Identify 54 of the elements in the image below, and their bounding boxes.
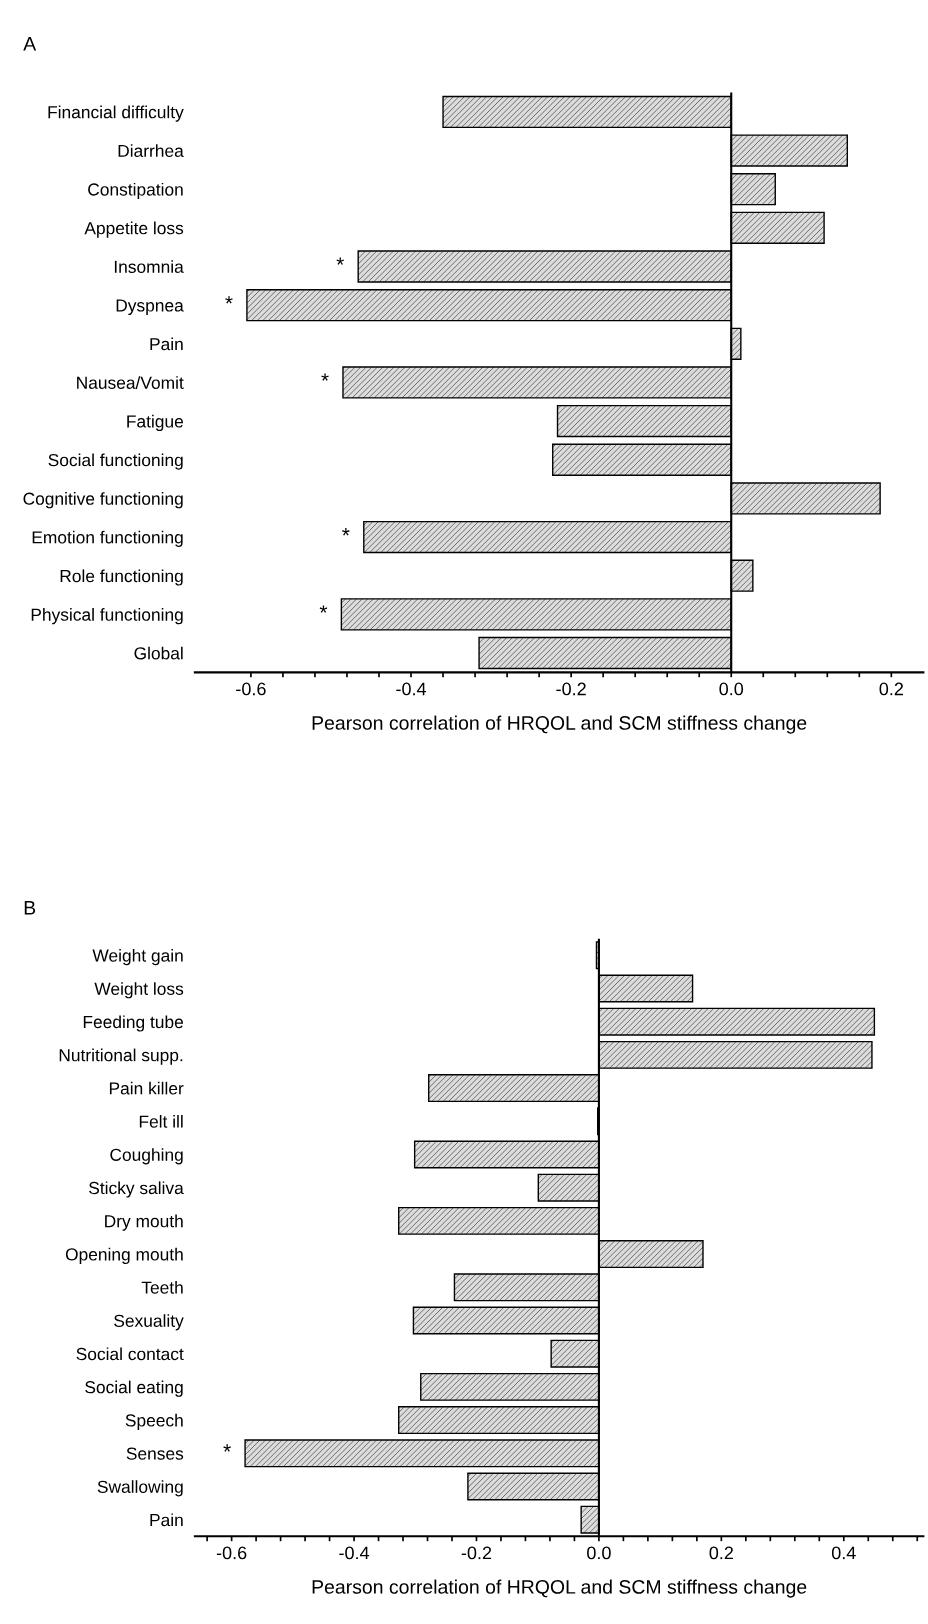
x-tick-label: 0.2: [879, 682, 903, 696]
y-tick-label: Weight gain: [92, 948, 183, 966]
y-tick-label: Financial difficulty: [48, 105, 184, 122]
y-tick-label: Opening mouth: [65, 1247, 183, 1264]
text: B: [24, 901, 36, 915]
y-tick-label: Feeding tube: [83, 1015, 184, 1032]
y-tick-label: Social contact: [76, 1347, 184, 1361]
y-tick-label: Speech: [125, 1413, 183, 1430]
y-tick-label: Insomnia: [114, 260, 184, 273]
y-tick-label: Cognitive functioning: [23, 492, 183, 509]
x-tick-label: -0.2: [556, 682, 586, 696]
y-tick-label: Pain killer: [109, 1081, 184, 1095]
annotation: *: [336, 257, 344, 265]
y-tick-label: Nutritional supp.: [59, 1048, 183, 1065]
y-tick-label: Felt ill: [139, 1114, 183, 1128]
y-tick-label: Physical functioning: [31, 608, 183, 625]
x-tick-label: 0.0: [587, 1546, 611, 1560]
y-tick-label: Emotion functioning: [32, 530, 183, 547]
y-tick-label: Global: [134, 646, 183, 660]
x-tick-label: 0.2: [709, 1546, 733, 1560]
y-tick-label: Dry mouth: [105, 1214, 183, 1231]
y-tick-label: Social eating: [85, 1380, 183, 1397]
annotation: *: [321, 373, 329, 381]
x-tick-label: -0.2: [461, 1546, 492, 1560]
y-tick-label: Swallowing: [97, 1480, 183, 1497]
x-tick-label: -0.6: [216, 1546, 247, 1560]
y-tick-label: Social functioning: [48, 453, 183, 470]
y-tick-label: Senses: [126, 1447, 184, 1460]
x-tick-label: -0.4: [339, 1546, 370, 1560]
y-tick-label: Sexuality: [114, 1314, 184, 1331]
y-tick-label: Appetite loss: [84, 221, 184, 238]
annotation: *: [342, 528, 350, 536]
y-tick-label: Dyspnea: [116, 299, 184, 316]
y-tick-label: Coughing: [110, 1148, 183, 1165]
x-tick-label: -0.4: [396, 682, 427, 696]
y-tick-label: Sticky saliva: [89, 1181, 184, 1198]
annotation: *: [319, 605, 328, 613]
y-tick-label: Teeth: [141, 1281, 183, 1294]
x-tick-label: -0.6: [236, 682, 266, 696]
x-axis-title: Pearson correlation of HRQOL and SCM stiffness change: [312, 1579, 807, 1598]
x-tick-label: 0.4: [831, 1546, 856, 1560]
y-tick-label: Pain: [150, 337, 183, 351]
text: A: [23, 37, 37, 51]
y-tick-label: Role functioning: [60, 569, 183, 586]
y-tick-label: Fatigue: [127, 414, 183, 431]
y-tick-label: Weight loss: [94, 982, 184, 999]
x-tick-label: 0.0: [719, 682, 744, 696]
annotation: *: [225, 296, 233, 304]
y-tick-label: Diarrhea: [118, 144, 184, 158]
y-tick-label: Pain: [150, 1513, 183, 1527]
annotation: *: [223, 1444, 231, 1452]
y-tick-label: Nausea/Vomit: [77, 376, 184, 389]
y-tick-label: Constipation: [88, 182, 183, 200]
x-axis-title: Pearson correlation of HRQOL and SCM stiffness change: [312, 715, 807, 734]
